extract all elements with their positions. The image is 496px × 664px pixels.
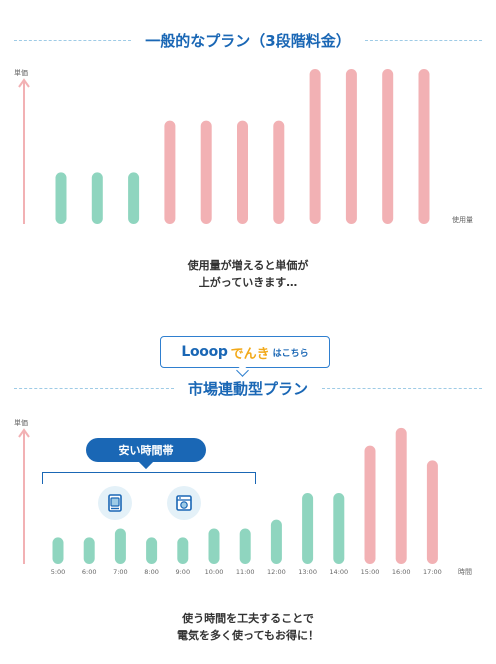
bar <box>364 445 376 564</box>
divider <box>322 388 483 389</box>
x-tick-label: 14:00 <box>329 568 348 576</box>
bar <box>208 528 220 564</box>
bar <box>395 427 407 564</box>
banner-suffix: はこちら <box>272 348 309 359</box>
x-tick-label: 17:00 <box>423 568 442 576</box>
chart1-ylabel: 単価 <box>14 69 28 77</box>
bar <box>83 537 95 564</box>
x-tick-label: 5:00 <box>51 568 66 576</box>
section1-title: 一般的なプラン（3段階料金） <box>145 32 351 50</box>
x-tick-label: 9:00 <box>175 568 190 576</box>
looop-logo: Looop <box>181 344 228 360</box>
section2-title: 市場連動型プラン <box>188 380 309 398</box>
x-tick-label: 7:00 <box>113 568 128 576</box>
bar <box>128 172 140 224</box>
caption-line: 使う時間を工夫することで <box>182 612 314 625</box>
denki-logo: でんき <box>230 346 270 362</box>
chart2-plot: 5:00 6:00 7:00 8:00 9:00 10:00 11:00 12:00 13:00… <box>18 427 442 576</box>
bar <box>91 172 103 224</box>
dishwasher-icon <box>167 486 201 520</box>
chart1-xlabel: 使用量 <box>452 216 473 224</box>
divider <box>14 40 132 41</box>
looop-denki-link[interactable]: Looop でんき はこちら <box>160 336 330 368</box>
bar <box>239 528 251 564</box>
bar <box>382 69 394 224</box>
section1-caption: 使用量が増えると単価が 上がっていきます… <box>0 257 496 291</box>
section2-caption: 使う時間を工夫することで 電気を多く使ってもお得に！ <box>0 610 496 644</box>
x-tick-label: 15:00 <box>361 568 380 576</box>
bar <box>273 120 285 224</box>
bar <box>333 492 345 564</box>
bar <box>309 69 321 224</box>
cheap-hours-bracket <box>42 472 256 484</box>
bar <box>177 537 189 564</box>
caption-line: 電気を多く使ってもお得に！ <box>177 629 319 642</box>
divider <box>14 388 174 389</box>
x-tick-label: 12:00 <box>267 568 286 576</box>
section1-title-row: 一般的なプラン（3段階料金） <box>0 30 496 51</box>
chart1-plot <box>18 69 430 224</box>
x-tick-label: 10:00 <box>205 568 224 576</box>
bar <box>164 120 176 224</box>
section2-title-row: 市場連動型プラン <box>0 378 496 399</box>
caption-line: 使用量が増えると単価が <box>187 259 309 272</box>
bar <box>200 120 212 224</box>
x-tick-label: 6:00 <box>82 568 97 576</box>
x-tick-label: 8:00 <box>144 568 159 576</box>
bar <box>52 537 64 564</box>
bar <box>114 528 126 564</box>
chart2-ylabel: 単価 <box>14 419 28 427</box>
bar <box>345 69 357 224</box>
x-tick-label: 13:00 <box>298 568 317 576</box>
bar <box>237 120 248 224</box>
bar <box>55 172 67 224</box>
divider <box>364 40 483 41</box>
caption-line: 上がっていきます… <box>198 276 298 289</box>
bar <box>146 537 158 564</box>
x-tick-label: 11:00 <box>236 568 255 576</box>
chart2-xlabel: 時間 <box>458 568 472 576</box>
bar <box>302 492 314 564</box>
bar <box>426 460 438 564</box>
bar <box>270 519 282 564</box>
y-axis-arrow <box>18 428 30 438</box>
washing-machine-icon <box>98 486 132 520</box>
bar <box>418 69 430 224</box>
cheap-hours-label: 安い時間帯 <box>86 438 206 462</box>
x-tick-label: 16:00 <box>392 568 411 576</box>
y-axis-arrow <box>18 78 30 88</box>
